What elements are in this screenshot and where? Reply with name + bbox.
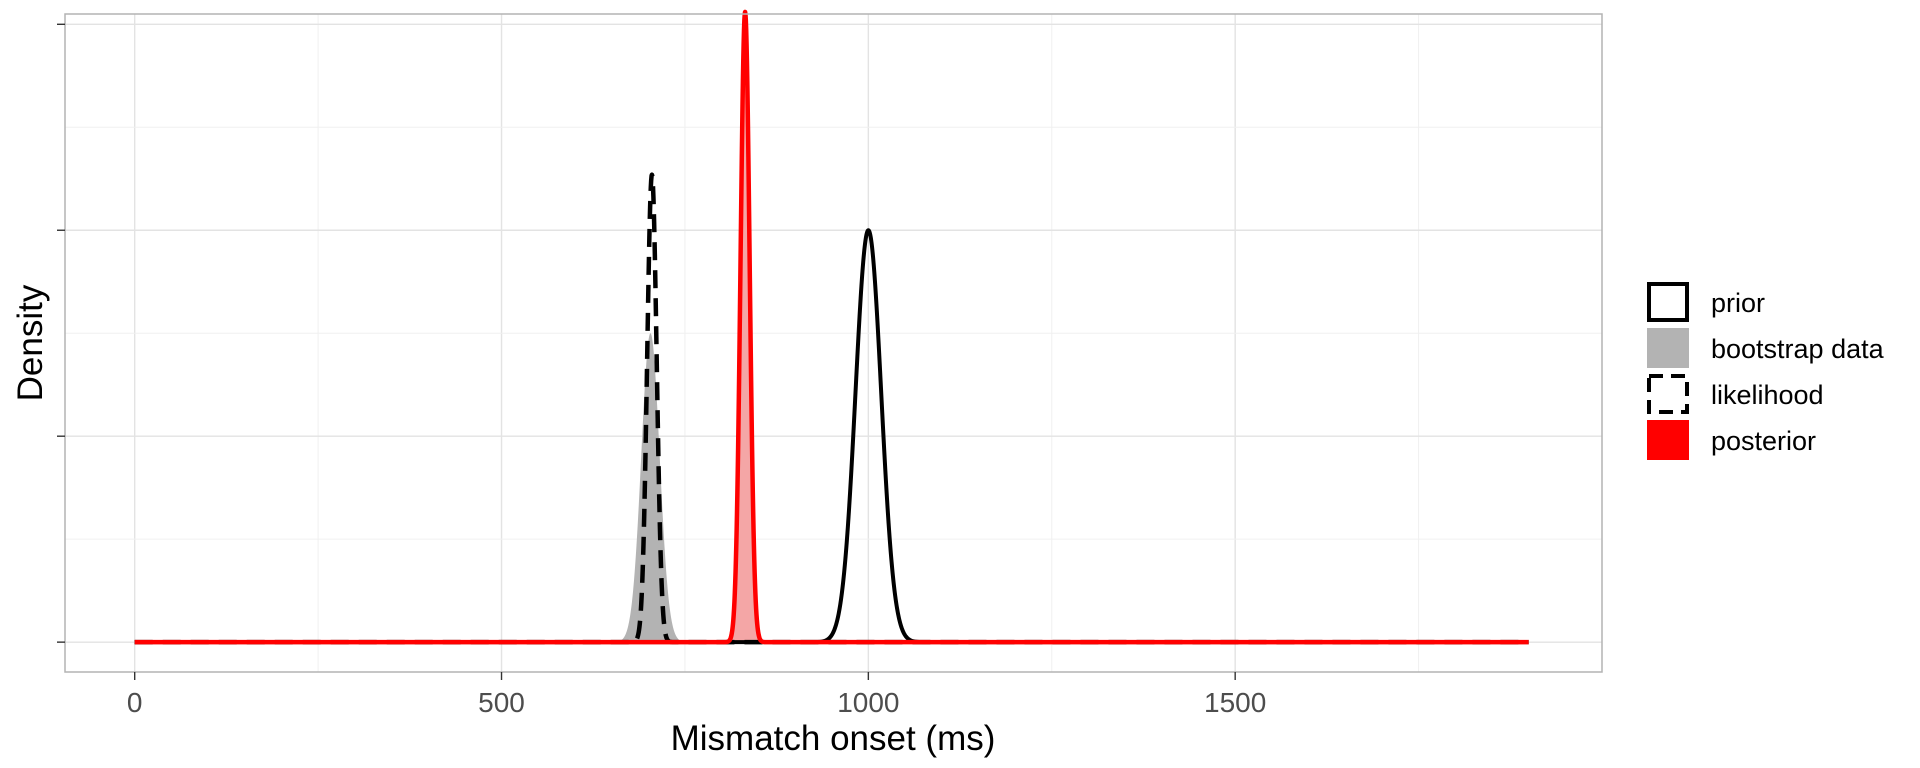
x-tick-label: 0 bbox=[127, 687, 143, 718]
density-curves bbox=[132, 9, 1531, 645]
legend-label: prior bbox=[1711, 288, 1765, 318]
x-axis-title: Mismatch onset (ms) bbox=[671, 719, 996, 758]
legend-item: bootstrap data bbox=[1647, 328, 1885, 368]
legend-swatch-likelihood bbox=[1647, 374, 1689, 414]
posterior-line bbox=[132, 9, 1531, 645]
y-axis-ticks bbox=[57, 23, 65, 643]
axes: 0 500 1000 1500 bbox=[57, 23, 1266, 718]
y-axis-title: Density bbox=[11, 284, 50, 401]
legend-item: likelihood bbox=[1647, 374, 1824, 414]
legend-swatch-bootstrap bbox=[1647, 328, 1689, 368]
legend-item: posterior bbox=[1647, 420, 1816, 460]
x-tick-label: 500 bbox=[478, 687, 525, 718]
x-axis-ticks: 0 500 1000 1500 bbox=[127, 672, 1266, 718]
legend: prior bootstrap data likelihood posterior bbox=[1647, 282, 1885, 460]
legend-item: prior bbox=[1647, 282, 1765, 322]
legend-label: likelihood bbox=[1711, 380, 1824, 410]
legend-label: posterior bbox=[1711, 426, 1816, 456]
panel-border bbox=[64, 13, 1603, 673]
x-tick-label: 1500 bbox=[1204, 687, 1266, 718]
legend-swatch-prior bbox=[1647, 282, 1689, 322]
legend-swatch-posterior bbox=[1647, 420, 1689, 460]
x-tick-label: 1000 bbox=[837, 687, 899, 718]
legend-label: bootstrap data bbox=[1711, 334, 1885, 364]
